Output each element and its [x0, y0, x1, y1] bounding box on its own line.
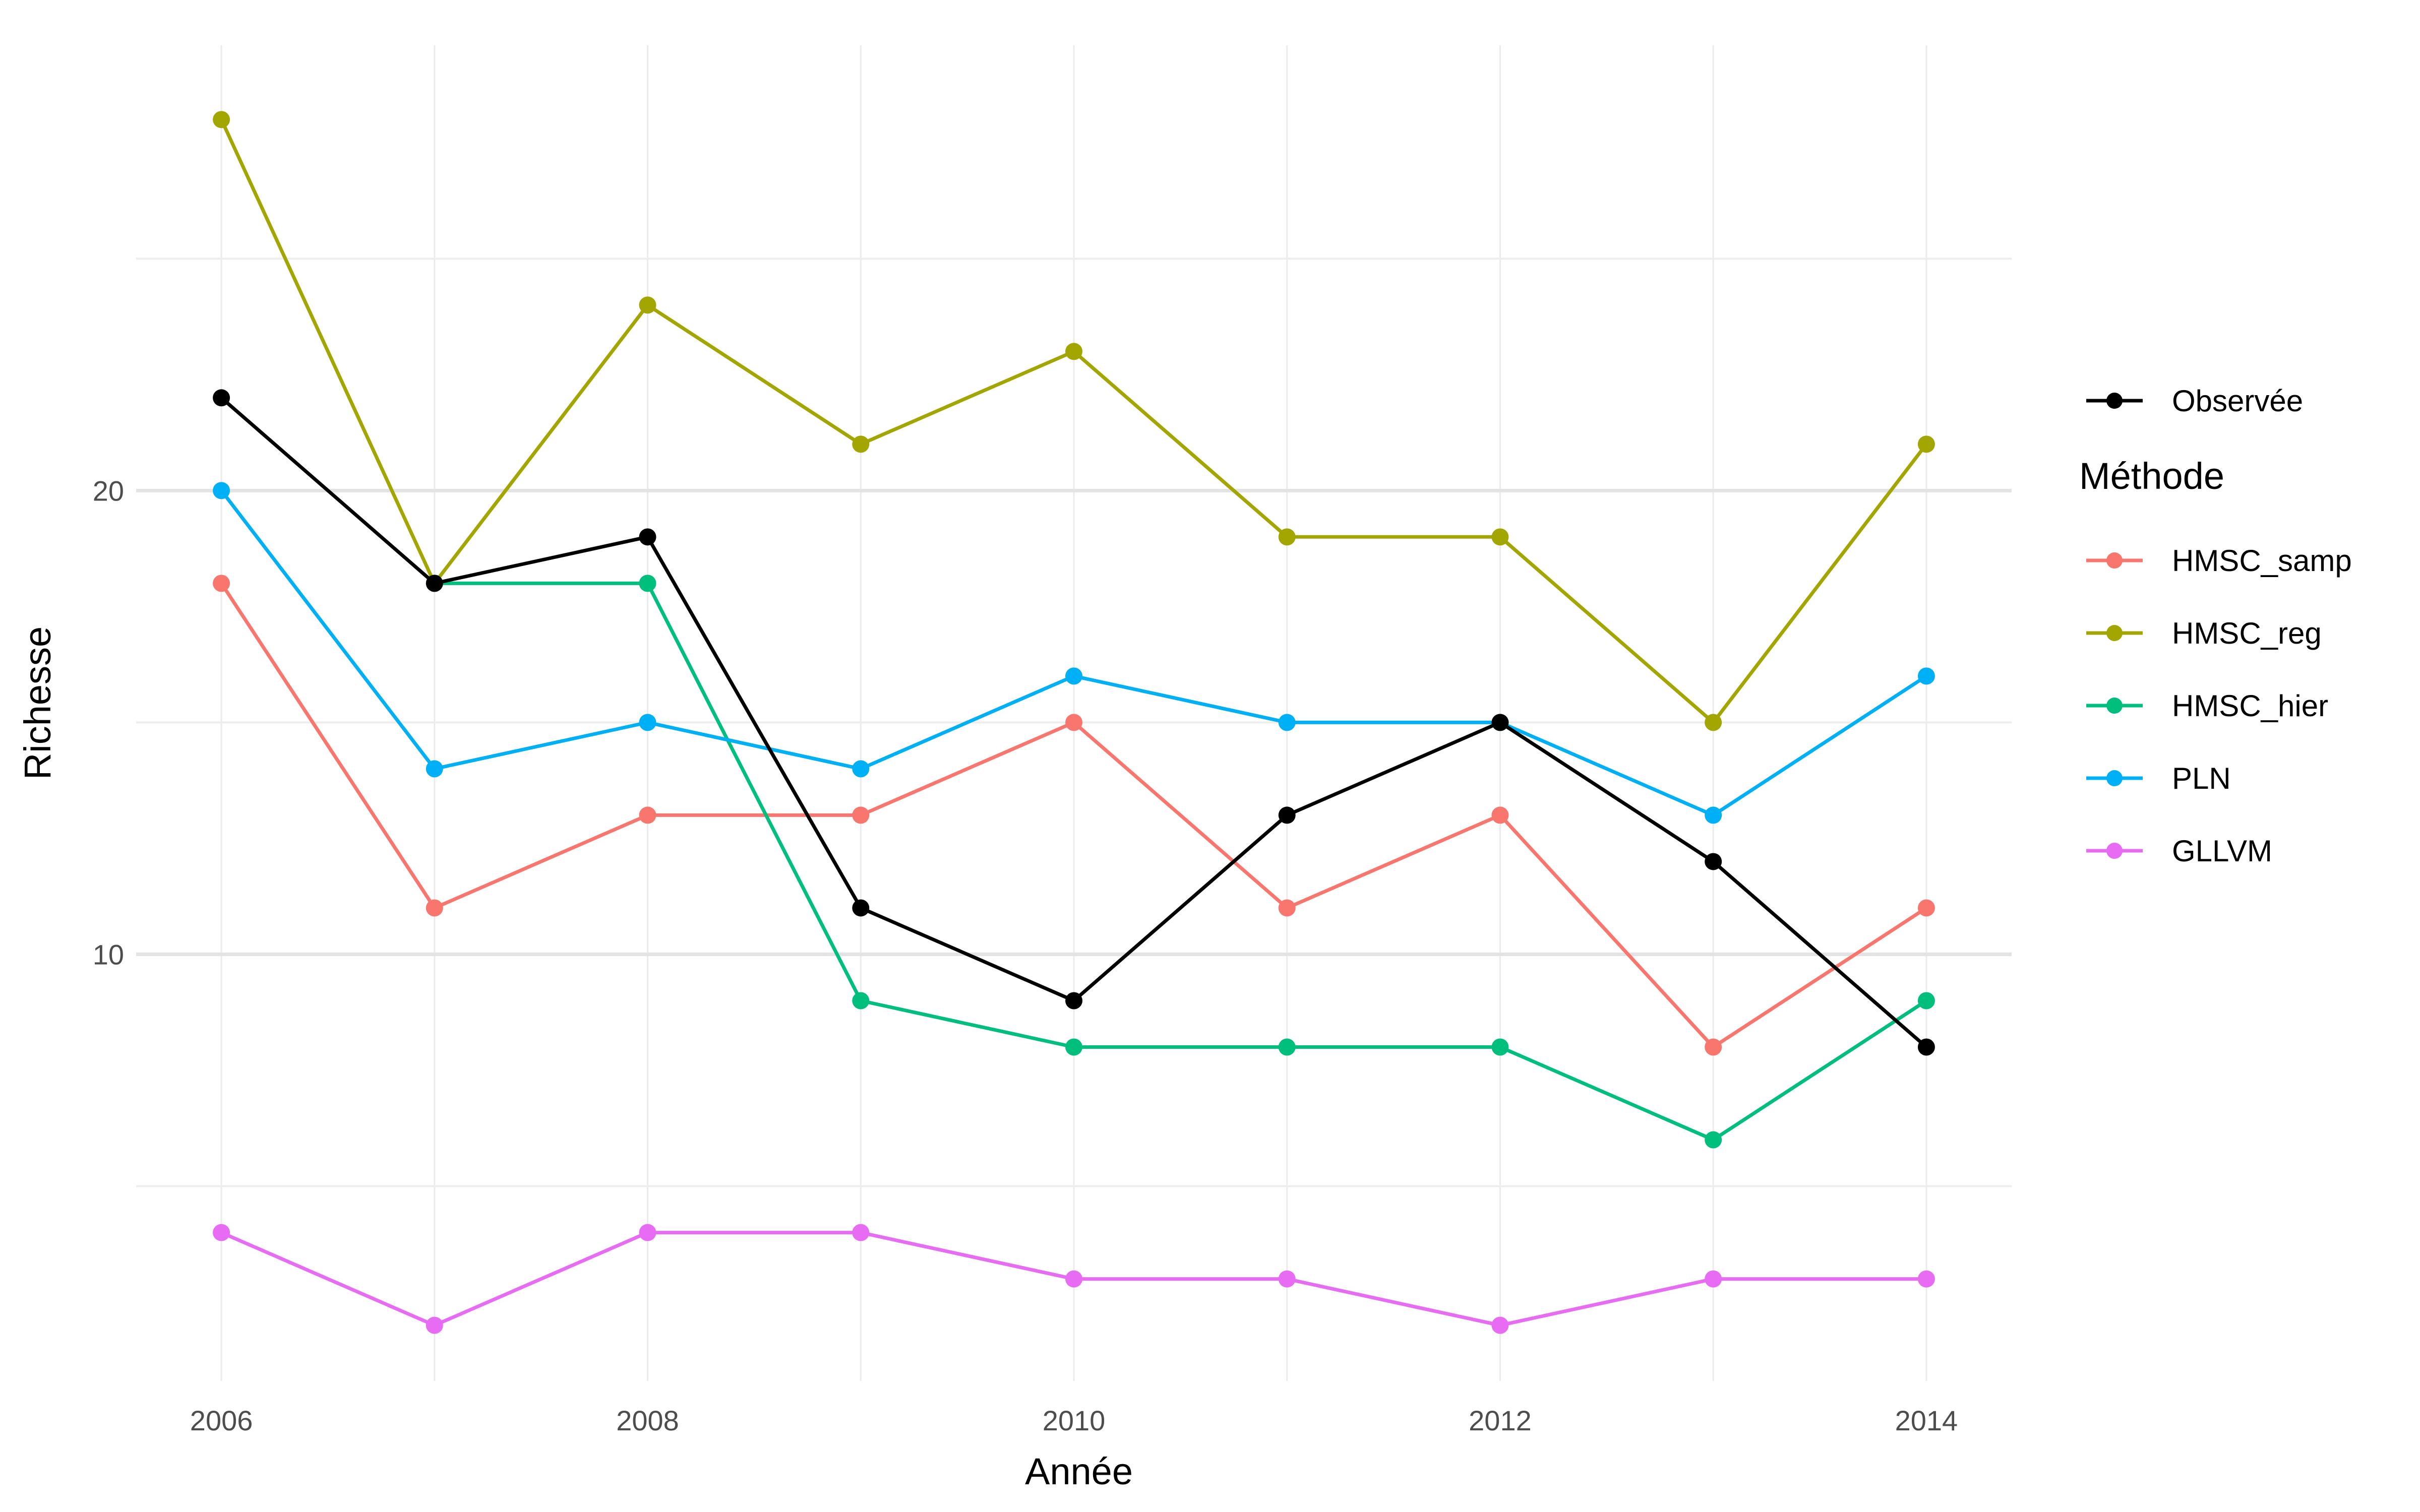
data-point-pln-2014 — [1917, 667, 1935, 685]
legend-item-gllvm: GLLVM — [2086, 834, 2272, 868]
legend-series-items: HMSC_samp HMSC_reg HMSC_hier PLN GLLVM — [2086, 544, 2352, 868]
y-axis-title: Richesse — [17, 626, 58, 780]
data-point-hmsc-samp-2013 — [1705, 1038, 1722, 1056]
data-point-hmsc-samp-2007 — [426, 899, 443, 917]
legend-marker-pln — [2106, 770, 2123, 786]
legend-marker-hmsc-samp — [2106, 552, 2123, 569]
x-tick-label-2014: 2014 — [1895, 1405, 1958, 1436]
data-point-observed-2011 — [1278, 806, 1296, 824]
series-line-hmsc-hier — [434, 581, 1927, 1142]
data-point-gllvm-2008 — [639, 1224, 656, 1241]
data-point-observed-2009 — [852, 899, 870, 917]
x-tick-label-2012: 2012 — [1469, 1405, 1532, 1436]
data-point-hmsc-samp-2010 — [1065, 714, 1082, 731]
data-point-gllvm-2010 — [1065, 1270, 1082, 1288]
legend-item-pln: PLN — [2086, 762, 2231, 795]
data-point-hmsc-reg-2012 — [1491, 528, 1509, 546]
axes: 2006 2008 2010 2012 2014 10 20 — [93, 475, 1958, 1436]
data-point-pln-2013 — [1705, 806, 1722, 824]
x-tick-label-2006: 2006 — [190, 1405, 253, 1436]
legend-item-hmsc-samp: HMSC_samp — [2086, 544, 2352, 578]
data-point-gllvm-2013 — [1705, 1270, 1722, 1288]
data-point-hmsc-reg-2011 — [1278, 528, 1296, 546]
series-points — [213, 111, 1935, 1334]
data-point-observed-2007 — [426, 575, 443, 592]
x-tick-label-2010: 2010 — [1043, 1405, 1106, 1436]
data-point-hmsc-hier-2014 — [1917, 992, 1935, 1010]
data-point-hmsc-reg-2009 — [852, 435, 870, 453]
data-point-gllvm-2009 — [852, 1224, 870, 1241]
data-point-hmsc-hier-2010 — [1065, 1038, 1082, 1056]
data-point-gllvm-2006 — [213, 1224, 230, 1241]
data-point-pln-2007 — [426, 760, 443, 778]
legend-title: Méthode — [2079, 455, 2224, 497]
data-point-pln-2010 — [1065, 667, 1082, 685]
legend-marker-hmsc-reg — [2106, 625, 2123, 641]
data-point-gllvm-2007 — [426, 1316, 443, 1334]
data-point-pln-2011 — [1278, 714, 1296, 731]
data-point-hmsc-samp-2009 — [852, 806, 870, 824]
data-point-hmsc-samp-2011 — [1278, 899, 1296, 917]
x-axis-title: Année — [1025, 1451, 1133, 1492]
data-point-observed-2010 — [1065, 992, 1082, 1010]
data-point-hmsc-samp-2012 — [1491, 806, 1509, 824]
data-point-hmsc-hier-2008 — [639, 575, 656, 592]
data-point-hmsc-hier-2009 — [852, 992, 870, 1010]
data-point-hmsc-reg-2013 — [1705, 714, 1722, 731]
data-point-hmsc-hier-2011 — [1278, 1038, 1296, 1056]
legend-item-hmsc-hier: HMSC_hier — [2086, 689, 2328, 723]
data-point-observed-2014 — [1917, 1038, 1935, 1056]
data-point-observed-2012 — [1491, 714, 1509, 731]
data-point-hmsc-reg-2010 — [1065, 343, 1082, 360]
data-point-gllvm-2011 — [1278, 1270, 1296, 1288]
y-tick-label-20: 20 — [93, 475, 124, 507]
legend-label-hmsc-samp: HMSC_samp — [2172, 544, 2352, 578]
legend-observed-label: Observée — [2172, 384, 2303, 418]
legend-marker-gllvm — [2106, 843, 2123, 859]
data-point-hmsc-hier-2012 — [1491, 1038, 1509, 1056]
data-point-hmsc-reg-2008 — [639, 296, 656, 314]
data-point-gllvm-2012 — [1491, 1316, 1509, 1334]
data-point-observed-2013 — [1705, 853, 1722, 870]
data-point-pln-2008 — [639, 714, 656, 731]
data-point-observed-2008 — [639, 528, 656, 546]
data-point-observed-2006 — [213, 389, 230, 407]
data-point-hmsc-reg-2014 — [1917, 435, 1935, 453]
data-point-hmsc-reg-2006 — [213, 111, 230, 129]
legend-label-hmsc-hier: HMSC_hier — [2172, 689, 2328, 723]
legend-item-hmsc-reg: HMSC_reg — [2086, 616, 2322, 650]
data-point-hmsc-samp-2008 — [639, 806, 656, 824]
data-point-hmsc-hier-2013 — [1705, 1131, 1722, 1149]
grid — [136, 45, 2012, 1381]
legend-observed: Observée — [2086, 384, 2303, 418]
legend-observed-marker — [2106, 393, 2123, 409]
legend-marker-hmsc-hier — [2106, 698, 2123, 714]
legend-label-hmsc-reg: HMSC_reg — [2172, 616, 2322, 650]
data-point-pln-2006 — [213, 482, 230, 499]
data-point-hmsc-samp-2014 — [1917, 899, 1935, 917]
legend-label-gllvm: GLLVM — [2172, 834, 2272, 868]
data-point-gllvm-2014 — [1917, 1270, 1935, 1288]
data-point-pln-2009 — [852, 760, 870, 778]
data-point-hmsc-samp-2006 — [213, 575, 230, 592]
legend-label-pln: PLN — [2172, 762, 2231, 795]
x-tick-label-2008: 2008 — [616, 1405, 679, 1436]
legend: Observée Méthode HMSC_samp HMSC_reg HMSC_h… — [2079, 384, 2352, 868]
y-tick-label-10: 10 — [93, 938, 124, 970]
